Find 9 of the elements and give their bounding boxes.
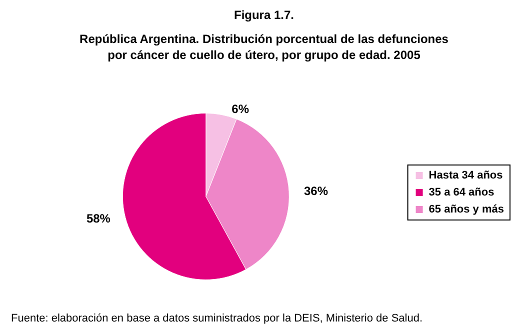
legend-label: 35 a 64 años bbox=[428, 186, 494, 198]
legend-label: Hasta 34 años bbox=[428, 170, 503, 182]
data-label: 6% bbox=[232, 102, 250, 116]
source-note: Fuente: elaboración en base a datos suministrados por la DEIS, Ministerio de Salud. bbox=[11, 312, 423, 324]
legend-label: 65 años y más bbox=[428, 204, 504, 216]
data-label: 36% bbox=[304, 184, 328, 198]
chart-subtitle: República Argentina. Distribución porcentual de las defunciones por cáncer de cuello de útero, por grupo de edad. 2005 bbox=[80, 32, 449, 62]
chart-title: Figura 1.7. bbox=[234, 8, 294, 22]
data-label: 58% bbox=[86, 212, 111, 226]
